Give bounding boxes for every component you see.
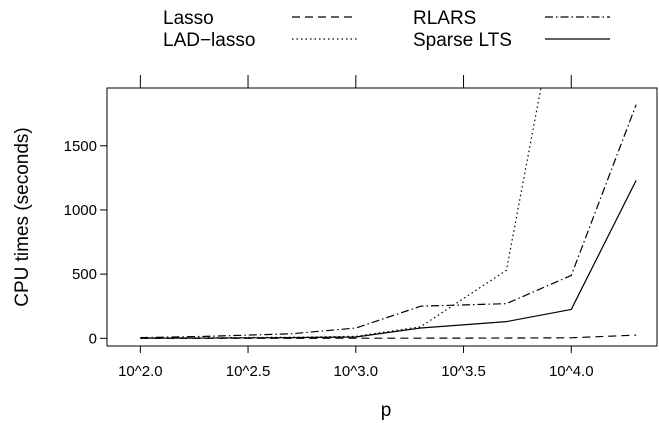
legend-label-lad-lasso: LAD−lasso — [163, 30, 255, 51]
y-tick-label: 1500 — [64, 138, 97, 155]
legend-label-sparse-lts: Sparse LTS — [413, 30, 512, 51]
x-axis-title: p — [381, 400, 392, 421]
legend-label-rlars: RLARS — [413, 8, 476, 29]
top-axis-ticks — [139, 75, 572, 88]
x-tick-label: 10^2.5 — [226, 363, 271, 380]
x-tick-label: 10^3.0 — [334, 363, 379, 380]
series-line-lad-lasso — [140, 88, 542, 339]
y-axis-title: CPU times (seconds) — [12, 127, 33, 307]
y-axis: 0 500 1000 1500 — [64, 138, 107, 347]
x-tick-label: 10^3.5 — [441, 363, 486, 380]
x-tick-label: 10^4.0 — [549, 363, 594, 380]
series-line-rlars — [140, 104, 637, 339]
series-layer — [140, 88, 637, 339]
plot-frame — [106, 87, 658, 347]
legend-label-lasso: Lasso — [163, 8, 214, 29]
series-line-sparse-lts — [140, 180, 637, 339]
y-tick-label: 500 — [72, 266, 97, 283]
x-tick-label: 10^2.0 — [118, 363, 163, 380]
y-tick-label: 1000 — [64, 202, 97, 219]
y-tick-label: 0 — [89, 330, 97, 347]
legend: Lasso LAD−lasso RLARS Sparse LTS — [163, 8, 610, 51]
x-axis: 10^2.0 10^2.5 10^3.0 10^3.5 10^4.0 — [118, 346, 594, 380]
